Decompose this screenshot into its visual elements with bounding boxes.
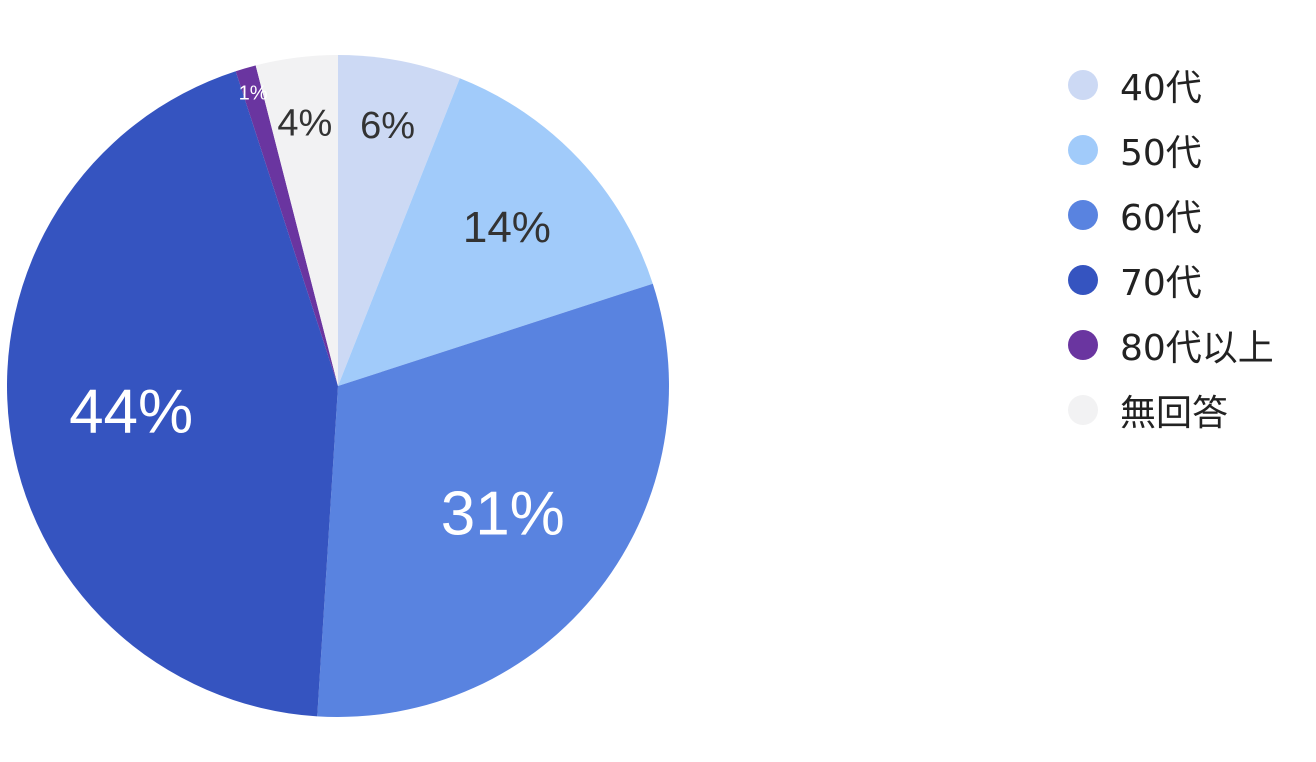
legend-swatch [1068, 134, 1098, 165]
legend-label: 50代 [1120, 132, 1202, 174]
slice-data-label: 14% [463, 203, 551, 252]
legend-label: 60代 [1120, 197, 1202, 239]
legend: 40代 50代 60代 70代 80代以上 無回答 [1068, 52, 1274, 442]
legend-swatch [1068, 264, 1098, 295]
legend-swatch [1068, 199, 1098, 230]
legend-swatch [1068, 69, 1098, 100]
slice-data-label: 6% [360, 105, 415, 147]
legend-swatch [1068, 394, 1098, 425]
legend-item[interactable]: 70代 [1068, 247, 1274, 312]
legend-item[interactable]: 80代以上 [1068, 312, 1274, 377]
legend-item[interactable]: 無回答 [1068, 377, 1274, 442]
slice-data-label: 44% [69, 378, 193, 447]
legend-label: 80代以上 [1120, 327, 1274, 369]
slice-data-label: 4% [277, 102, 332, 144]
legend-item[interactable]: 50代 [1068, 117, 1274, 182]
legend-item[interactable]: 60代 [1068, 182, 1274, 247]
slice-data-label: 1% [239, 83, 268, 105]
pie-slice[interactable] [235, 65, 338, 386]
pie-slice[interactable] [317, 283, 669, 718]
pie-slice[interactable] [7, 71, 338, 717]
slice-data-label: 31% [441, 479, 565, 548]
pie-slice[interactable] [338, 55, 460, 386]
legend-label: 40代 [1120, 67, 1202, 109]
legend-label: 70代 [1120, 262, 1202, 304]
pie-slice[interactable] [255, 55, 338, 386]
pie-slice[interactable] [338, 78, 653, 386]
legend-label: 無回答 [1120, 392, 1229, 434]
legend-item[interactable]: 40代 [1068, 52, 1274, 117]
legend-swatch [1068, 329, 1098, 360]
